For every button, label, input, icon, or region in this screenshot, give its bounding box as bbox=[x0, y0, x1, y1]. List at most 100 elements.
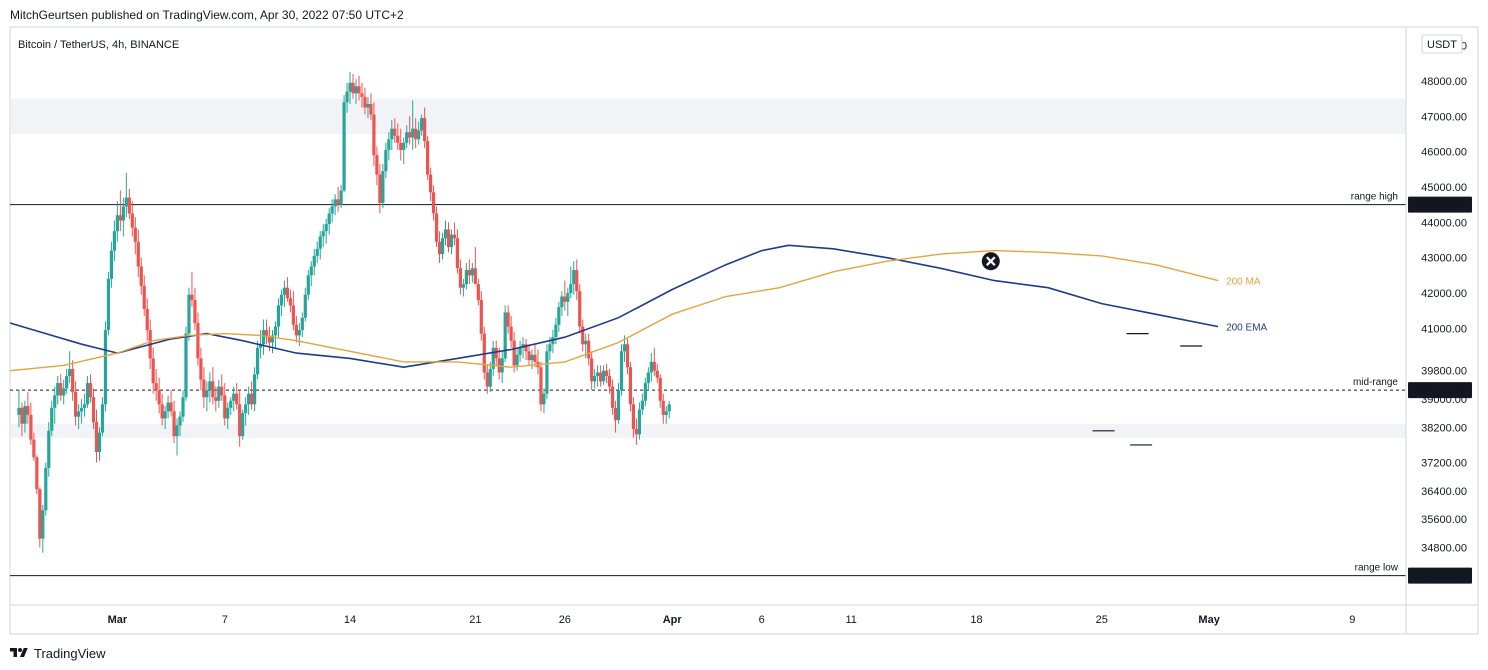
candle[interactable] bbox=[500, 351, 504, 384]
candle[interactable] bbox=[26, 391, 30, 424]
candle[interactable] bbox=[327, 208, 331, 235]
candle[interactable] bbox=[261, 319, 266, 355]
candle[interactable] bbox=[440, 232, 445, 260]
candle[interactable] bbox=[634, 418, 639, 445]
candle[interactable] bbox=[77, 404, 81, 430]
candle[interactable] bbox=[527, 344, 531, 366]
candle[interactable] bbox=[601, 365, 606, 385]
candle[interactable] bbox=[509, 315, 513, 348]
candle[interactable] bbox=[512, 331, 516, 373]
candle[interactable] bbox=[321, 224, 325, 248]
candle[interactable] bbox=[357, 75, 361, 101]
candle[interactable] bbox=[491, 340, 495, 377]
candle[interactable] bbox=[247, 386, 251, 415]
candle[interactable] bbox=[306, 270, 310, 301]
candle[interactable] bbox=[625, 338, 630, 375]
candle[interactable] bbox=[420, 114, 424, 136]
candle[interactable] bbox=[20, 402, 24, 437]
candle[interactable] bbox=[100, 397, 105, 437]
candle[interactable] bbox=[587, 333, 591, 366]
candle[interactable] bbox=[91, 388, 96, 430]
candle[interactable] bbox=[494, 340, 498, 366]
candle[interactable] bbox=[423, 107, 427, 149]
candle[interactable] bbox=[333, 194, 337, 216]
candle[interactable] bbox=[431, 185, 436, 221]
candle[interactable] bbox=[264, 319, 269, 345]
candle[interactable] bbox=[470, 262, 474, 283]
candle[interactable] bbox=[79, 399, 84, 424]
candle[interactable] bbox=[309, 261, 313, 286]
candle[interactable] bbox=[599, 365, 603, 387]
candle[interactable] bbox=[503, 305, 507, 362]
candle[interactable] bbox=[244, 397, 248, 426]
candle[interactable] bbox=[381, 164, 385, 209]
candle[interactable] bbox=[205, 381, 209, 412]
candle[interactable] bbox=[315, 241, 319, 263]
candle[interactable] bbox=[229, 397, 233, 415]
candle[interactable] bbox=[655, 363, 659, 384]
candle[interactable] bbox=[396, 123, 400, 150]
candle[interactable] bbox=[575, 259, 579, 301]
candle[interactable] bbox=[127, 188, 131, 219]
candle[interactable] bbox=[461, 278, 466, 297]
candle[interactable] bbox=[542, 388, 546, 414]
candle[interactable] bbox=[581, 319, 585, 352]
candle[interactable] bbox=[661, 393, 665, 424]
candle[interactable] bbox=[29, 402, 33, 445]
candle[interactable] bbox=[345, 82, 349, 113]
candle[interactable] bbox=[658, 374, 662, 408]
candle[interactable] bbox=[312, 248, 316, 276]
candle[interactable] bbox=[557, 301, 561, 332]
candle[interactable] bbox=[166, 395, 170, 419]
candle[interactable] bbox=[330, 199, 334, 223]
candle[interactable] bbox=[270, 330, 275, 354]
candle[interactable] bbox=[455, 229, 460, 274]
candle[interactable] bbox=[59, 374, 63, 401]
candle[interactable] bbox=[560, 291, 564, 316]
candle[interactable] bbox=[208, 372, 212, 403]
candle[interactable] bbox=[303, 287, 307, 322]
candle[interactable] bbox=[32, 432, 36, 461]
candle[interactable] bbox=[631, 397, 636, 438]
candle[interactable] bbox=[145, 298, 149, 341]
candle[interactable] bbox=[593, 368, 597, 389]
candle[interactable] bbox=[649, 353, 653, 382]
candle[interactable] bbox=[411, 100, 415, 150]
candle[interactable] bbox=[41, 505, 45, 553]
candle[interactable] bbox=[163, 406, 167, 430]
candle[interactable] bbox=[288, 289, 292, 313]
candle[interactable] bbox=[175, 418, 179, 456]
candle[interactable] bbox=[238, 390, 242, 447]
candle[interactable] bbox=[255, 340, 260, 380]
candle[interactable] bbox=[187, 287, 191, 341]
candle[interactable] bbox=[115, 201, 119, 242]
candle[interactable] bbox=[384, 142, 388, 179]
candle[interactable] bbox=[103, 321, 108, 412]
candle[interactable] bbox=[533, 344, 537, 368]
candle[interactable] bbox=[640, 393, 644, 415]
candle[interactable] bbox=[482, 326, 486, 380]
ma-line-200-ma[interactable] bbox=[9, 249, 1219, 372]
candle[interactable] bbox=[393, 118, 397, 143]
candle[interactable] bbox=[71, 360, 75, 401]
candle[interactable] bbox=[196, 312, 200, 366]
candle[interactable] bbox=[405, 125, 409, 149]
currency-badge[interactable]: USDT bbox=[1421, 34, 1463, 54]
candle[interactable] bbox=[85, 376, 90, 408]
candle[interactable] bbox=[38, 487, 42, 548]
candle[interactable] bbox=[193, 287, 197, 331]
candle[interactable] bbox=[390, 119, 394, 150]
candle[interactable] bbox=[297, 323, 301, 346]
candle[interactable] bbox=[17, 390, 21, 428]
candle[interactable] bbox=[488, 361, 492, 392]
candle[interactable] bbox=[35, 455, 39, 495]
candle[interactable] bbox=[178, 411, 182, 437]
candle[interactable] bbox=[372, 102, 376, 166]
candle[interactable] bbox=[646, 367, 650, 391]
candle[interactable] bbox=[169, 390, 173, 417]
candle[interactable] bbox=[628, 361, 633, 412]
candle[interactable] bbox=[336, 187, 340, 212]
candle[interactable] bbox=[428, 167, 433, 202]
candle[interactable] bbox=[643, 377, 647, 407]
candle[interactable] bbox=[68, 351, 72, 384]
